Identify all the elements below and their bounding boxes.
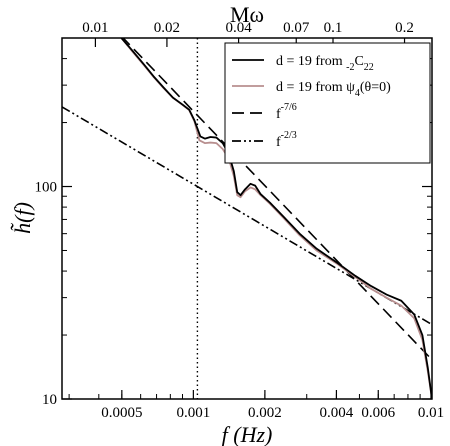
series-layer bbox=[62, 38, 432, 399]
legend-label-part: d = 19 from bbox=[276, 54, 346, 69]
y-tick-label: 10 bbox=[42, 392, 57, 408]
legend-label-part: 22 bbox=[364, 62, 374, 73]
y-axis-title: h̃(f) bbox=[10, 202, 35, 234]
y-tick-label: 100 bbox=[35, 180, 58, 196]
legend-label-4: f-2/3 bbox=[276, 130, 297, 150]
legend-box bbox=[224, 42, 431, 164]
legend-label-2: d = 19 from ψ4(θ=0) bbox=[276, 80, 391, 99]
legend-label-part: f bbox=[276, 107, 281, 122]
legend-label-1: d = 19 from -2C22 bbox=[276, 54, 374, 73]
top-axis-title: Mω bbox=[230, 2, 264, 27]
legend-label-part: (θ=0) bbox=[360, 80, 391, 95]
legend-label-part: C bbox=[354, 54, 363, 69]
x-tick-label: 0.006 bbox=[361, 405, 395, 421]
series-line-3 bbox=[122, 38, 432, 361]
plot-frame bbox=[61, 37, 433, 400]
top-tick-label: 0.1 bbox=[324, 20, 343, 36]
legend-label-part: 4 bbox=[355, 88, 360, 99]
top-tick-label: 0.01 bbox=[82, 20, 108, 36]
legend-label-part: -2/3 bbox=[281, 130, 297, 141]
legend-label-part: -7/6 bbox=[281, 102, 297, 113]
legend-label-part: d = 19 from ψ bbox=[276, 80, 355, 95]
legend-label-3: f-7/6 bbox=[276, 102, 297, 122]
legend-label-part: f bbox=[276, 135, 281, 150]
top-tick-label: 0.04 bbox=[225, 20, 252, 36]
x-tick-label: 0.01 bbox=[418, 405, 444, 421]
x-tick-label: 0.004 bbox=[320, 405, 354, 421]
tick-layer: 0.0005 0.001 0.002 0.004 0.006 0.01 0.01 0.02 0.… bbox=[35, 20, 445, 421]
series-line-1 bbox=[120, 38, 432, 399]
top-tick-label: 0.07 bbox=[283, 20, 310, 36]
legend-label-part: -2 bbox=[346, 62, 354, 73]
x-axis-title: f (Hz) bbox=[222, 422, 273, 446]
x-tick-label: 0.0005 bbox=[101, 405, 142, 421]
top-tick-label: 0.2 bbox=[395, 20, 414, 36]
x-tick-label: 0.002 bbox=[248, 405, 282, 421]
top-tick-label: 0.02 bbox=[154, 20, 180, 36]
x-tick-label: 0.001 bbox=[176, 405, 210, 421]
